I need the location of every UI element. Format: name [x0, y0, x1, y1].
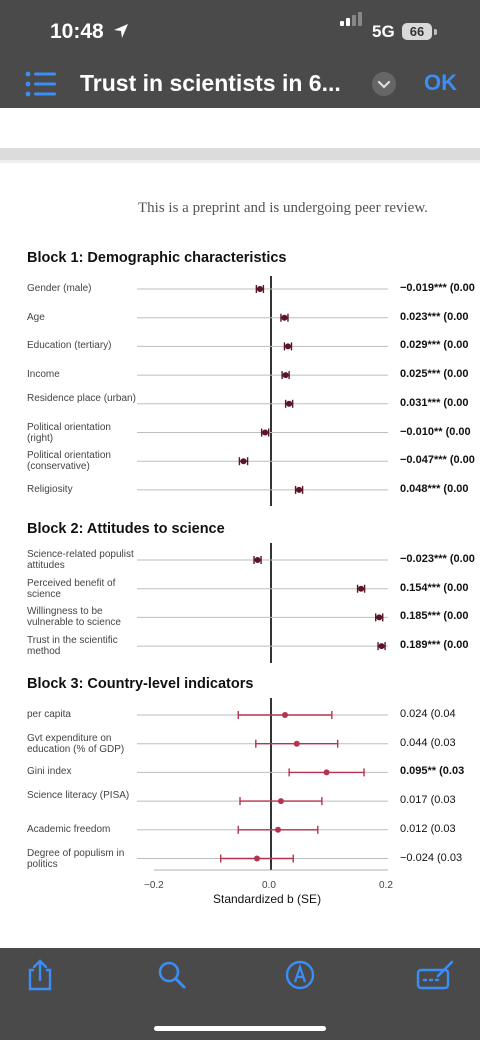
- status-time: 10:48: [50, 20, 104, 43]
- estimate-point: [282, 712, 289, 718]
- estimate-value: −0.023*** (0.00: [400, 553, 475, 565]
- estimate-value: −0.047*** (0.00: [400, 454, 475, 467]
- share-icon[interactable]: [24, 958, 56, 992]
- row-label: Academic freedom: [27, 823, 111, 835]
- estimate-point: [275, 826, 282, 833]
- forest-plot-svg: [137, 276, 388, 871]
- block-title: Block 1: Demographic characteristics: [27, 250, 287, 266]
- markup-pen-icon[interactable]: [284, 958, 316, 992]
- estimate-point: [358, 585, 365, 592]
- estimate-point: [293, 740, 300, 747]
- estimate-point: [282, 372, 289, 379]
- row-label: Income: [27, 369, 60, 381]
- estimate-value: 0.189*** (0.00: [400, 639, 469, 652]
- estimate-point: [281, 314, 288, 321]
- row-label: per capita: [27, 709, 71, 720]
- row-label: Political orientation (conservative): [27, 450, 111, 473]
- estimate-point: [296, 486, 303, 493]
- estimate-value: 0.048*** (0.00: [400, 482, 469, 495]
- location-arrow-icon: [114, 24, 128, 38]
- estimate-value: −0.019*** (0.00: [400, 282, 475, 294]
- x-tick-label: −0.2: [144, 880, 164, 891]
- estimate-value: 0.017 (0.03: [400, 794, 456, 807]
- preprint-note: This is a preprint and is undergoing pee…: [138, 200, 428, 216]
- estimate-value: −0.010** (0.00: [400, 425, 471, 438]
- status-bar: 10:48 5G 66: [0, 0, 480, 64]
- bottom-toolbar: [0, 948, 480, 1040]
- row-label: Residence place (urban): [27, 392, 136, 404]
- x-tick-label: 0.0: [262, 880, 276, 891]
- row-label: Political orientation (right): [27, 421, 111, 444]
- row-label: Religiosity: [27, 483, 73, 495]
- row-label: Science literacy (PISA): [27, 790, 130, 802]
- list-icon[interactable]: [24, 70, 58, 98]
- x-axis-label: Standardized b (SE): [213, 892, 322, 906]
- estimate-point: [277, 798, 284, 805]
- document-page: This is a preprint and is undergoing pee…: [0, 108, 480, 948]
- search-icon[interactable]: [156, 958, 188, 992]
- row-label: Gender (male): [27, 283, 92, 294]
- estimate-point: [286, 400, 293, 407]
- ok-button[interactable]: OK: [424, 70, 457, 95]
- estimate-value: 0.025*** (0.00: [400, 368, 469, 381]
- row-label: Gvt expenditure on education (% of GDP): [27, 732, 125, 755]
- estimate-value: 0.185*** (0.00: [400, 610, 469, 623]
- estimate-value: 0.095** (0.03: [400, 765, 465, 778]
- chevron-down-icon[interactable]: [372, 72, 396, 96]
- row-label: Age: [27, 311, 45, 323]
- estimate-value: 0.031*** (0.00: [400, 396, 469, 409]
- row-label: Gini index: [27, 766, 72, 778]
- estimate-point: [240, 458, 247, 465]
- page-separator: [0, 148, 480, 160]
- estimate-point: [378, 643, 385, 650]
- page-separator-shadow: [0, 160, 480, 163]
- row-label: Degree of populism in politics: [27, 847, 125, 870]
- signature-icon[interactable]: [416, 958, 456, 992]
- row-label: Education (tertiary): [27, 340, 112, 352]
- estimate-value: 0.044 (0.03: [400, 736, 456, 749]
- block-title: Block 3: Country-level indicators: [27, 676, 254, 692]
- battery-icon: 66: [402, 23, 432, 40]
- estimate-value: 0.029*** (0.00: [400, 339, 469, 352]
- estimate-value: −0.024 (0.03: [400, 851, 463, 864]
- estimate-value: 0.012 (0.03: [400, 822, 456, 835]
- estimate-point: [254, 557, 261, 563]
- home-indicator: [154, 1026, 326, 1031]
- document-title: Trust in scientists in 6...: [80, 70, 341, 96]
- estimate-point: [256, 286, 263, 292]
- estimate-value: 0.154*** (0.00: [400, 581, 469, 594]
- estimate-value: 0.023*** (0.00: [400, 310, 469, 323]
- estimate-point: [262, 429, 269, 436]
- row-label: Willingness to be vulnerable to science: [27, 606, 121, 629]
- battery-tip: [434, 29, 437, 35]
- estimate-point: [253, 855, 260, 862]
- estimate-point: [376, 614, 383, 621]
- row-label: Science-related populist attitudes: [27, 549, 134, 571]
- nav-bar: Trust in scientists in 6... OK: [0, 60, 480, 108]
- row-label: Perceived benefit of science: [27, 577, 116, 600]
- row-label: Trust in the scientific method: [27, 635, 118, 658]
- estimate-point: [323, 769, 330, 776]
- x-tick-label: 0.2: [379, 880, 393, 891]
- network-type: 5G: [372, 22, 395, 41]
- estimate-point: [284, 343, 291, 350]
- estimate-value: 0.024 (0.04: [400, 708, 456, 720]
- block-title: Block 2: Attitudes to science: [27, 521, 225, 537]
